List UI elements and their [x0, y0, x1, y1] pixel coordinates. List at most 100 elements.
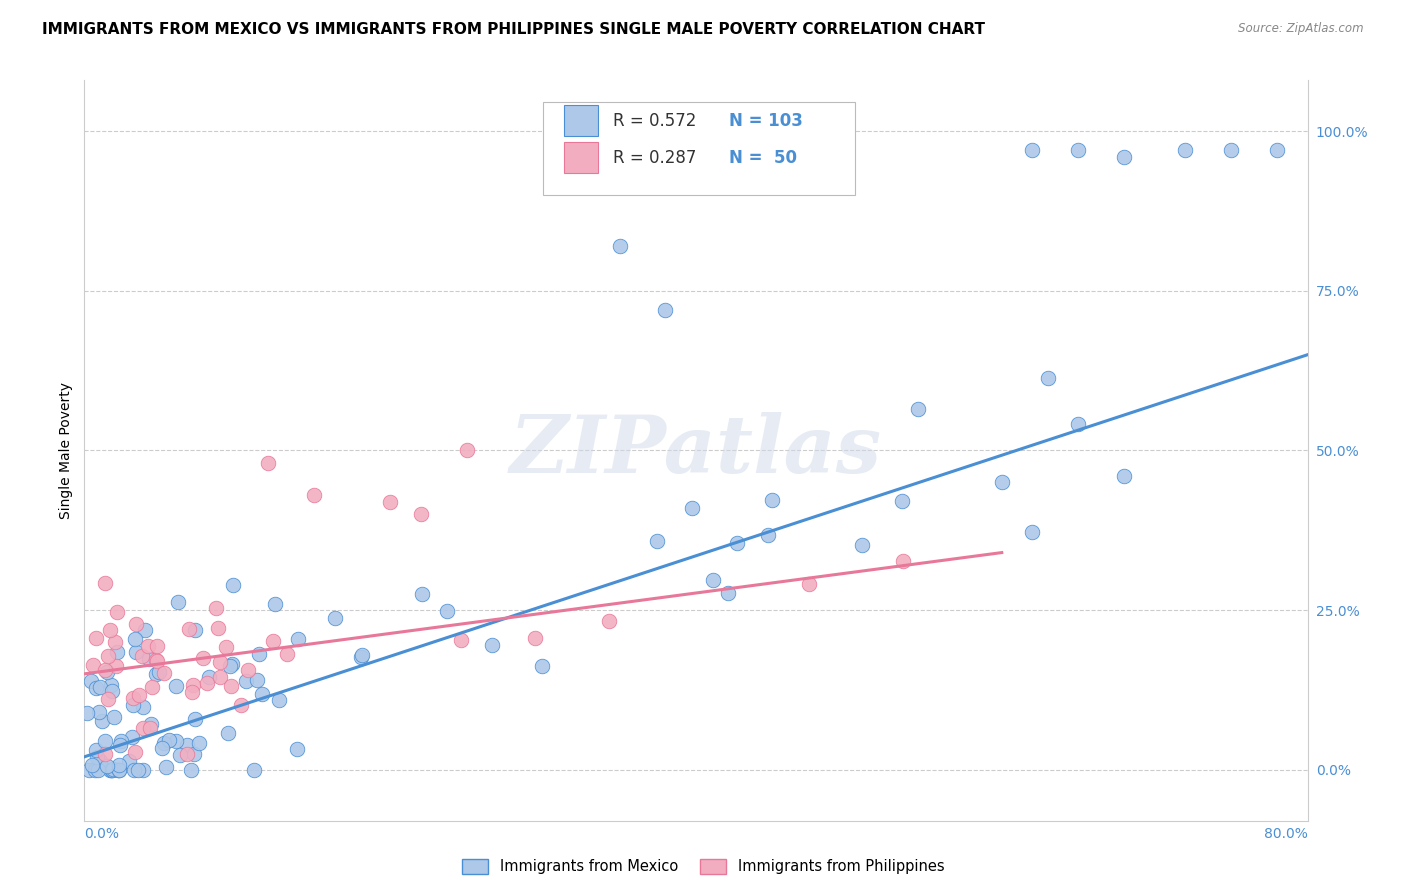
Point	[219, 680, 242, 694]
Point	[411, 587, 433, 601]
Point	[153, 666, 176, 681]
Point	[124, 745, 146, 759]
Text: R = 0.287: R = 0.287	[613, 149, 696, 167]
Point	[101, 683, 124, 698]
Point	[148, 665, 170, 680]
Point	[165, 733, 187, 747]
Point	[127, 763, 149, 777]
Point	[91, 714, 114, 728]
Point	[215, 640, 238, 654]
Point	[890, 494, 912, 508]
Point	[80, 757, 103, 772]
Point	[598, 614, 620, 628]
Point	[84, 763, 107, 777]
Point	[197, 670, 219, 684]
Point	[269, 693, 291, 707]
Point	[141, 717, 163, 731]
Point	[681, 501, 703, 516]
Point	[118, 754, 141, 768]
Point	[177, 622, 200, 636]
Point	[1036, 371, 1059, 385]
Text: N =  50: N = 50	[728, 149, 797, 167]
Text: N = 103: N = 103	[728, 112, 803, 130]
Point	[122, 691, 145, 706]
Point	[323, 610, 346, 624]
Point	[756, 528, 779, 542]
Point	[180, 685, 202, 699]
Bar	[564, 142, 598, 173]
Point	[195, 676, 218, 690]
Point	[165, 679, 187, 693]
Point	[207, 621, 229, 635]
Point	[247, 647, 270, 661]
Point	[87, 763, 110, 777]
Point	[1114, 469, 1136, 483]
Point	[166, 595, 188, 609]
Point	[1174, 144, 1197, 158]
Point	[183, 747, 205, 761]
Point	[217, 726, 239, 740]
Point	[97, 648, 120, 663]
Point	[98, 763, 121, 777]
Point	[302, 488, 325, 502]
Point	[108, 763, 131, 777]
Point	[141, 680, 163, 694]
Point	[187, 735, 209, 749]
Point	[104, 659, 127, 673]
Point	[139, 721, 162, 735]
Point	[891, 554, 914, 568]
Point	[84, 742, 107, 756]
Point	[208, 655, 231, 669]
Point	[103, 762, 125, 776]
Point	[94, 734, 117, 748]
Point	[380, 494, 402, 508]
Point	[122, 763, 145, 777]
Point	[219, 659, 242, 673]
Point	[96, 665, 118, 679]
Point	[222, 578, 245, 592]
Point	[100, 763, 122, 777]
Point	[86, 750, 108, 764]
Point	[121, 698, 143, 712]
Point	[89, 754, 111, 768]
Point	[285, 742, 308, 756]
Point	[145, 653, 167, 667]
Point	[181, 677, 204, 691]
Point	[1021, 525, 1043, 540]
Point	[96, 758, 118, 772]
Point	[89, 680, 111, 694]
Point	[128, 689, 150, 703]
Point	[94, 663, 117, 677]
Point	[209, 670, 232, 684]
Point	[103, 710, 125, 724]
Point	[153, 736, 176, 750]
Point	[86, 632, 108, 646]
Point	[125, 616, 148, 631]
Point	[176, 747, 198, 761]
Point	[1220, 144, 1243, 158]
Point	[456, 443, 478, 458]
Point	[1114, 150, 1136, 164]
Point	[183, 712, 205, 726]
Point	[100, 678, 122, 692]
Point	[257, 456, 280, 470]
Point	[236, 663, 259, 677]
Point	[530, 658, 553, 673]
Point	[145, 654, 167, 668]
Point	[121, 730, 143, 744]
Point	[243, 763, 266, 777]
Point	[84, 681, 107, 695]
Point	[524, 631, 547, 645]
Point	[717, 586, 740, 600]
Y-axis label: Single Male Poverty: Single Male Poverty	[59, 382, 73, 519]
Point	[98, 624, 121, 638]
Point	[82, 657, 104, 672]
Point	[104, 635, 127, 649]
Point	[907, 401, 929, 416]
Point	[409, 508, 432, 522]
Point	[176, 738, 198, 752]
Point	[262, 634, 284, 648]
Point	[180, 763, 202, 777]
Point	[132, 763, 155, 777]
Point	[1067, 144, 1090, 158]
